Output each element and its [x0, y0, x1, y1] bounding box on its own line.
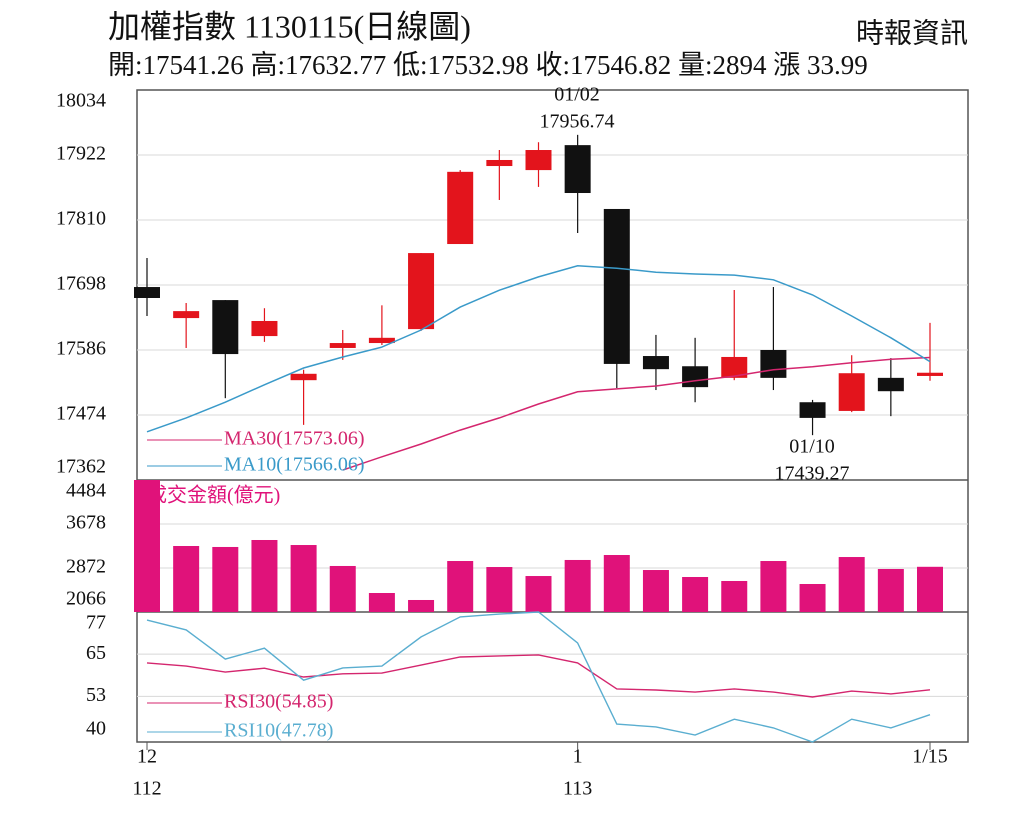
- y-tick-label: 17474: [56, 403, 106, 425]
- x-tick-label: 12: [137, 746, 157, 768]
- candle-body: [682, 366, 709, 388]
- y-tick-label: 53: [86, 684, 106, 706]
- bar: [564, 559, 591, 612]
- x-tick-label: 1: [573, 746, 583, 768]
- candle-body: [329, 343, 356, 348]
- y-tick-label: 3678: [66, 512, 106, 534]
- ma-line: [146, 265, 931, 433]
- bar: [486, 567, 513, 612]
- y-tick-label: 17698: [56, 273, 106, 295]
- panel-title: 成交金額(億元): [147, 484, 280, 507]
- candle-body: [760, 350, 787, 378]
- bar: [251, 539, 278, 612]
- bar: [447, 561, 474, 612]
- y-tick-label: 17362: [56, 456, 106, 478]
- bar: [642, 570, 669, 612]
- x-tick-sublabel: 112: [132, 778, 161, 800]
- bar: [408, 599, 435, 612]
- rsi-line: [146, 611, 931, 743]
- y-tick-label: 2872: [66, 556, 106, 578]
- y-tick-label: 17810: [56, 208, 106, 230]
- plot-frame: [136, 89, 969, 743]
- legend-label: RSI30(54.85): [224, 691, 333, 713]
- y-tick-label: 77: [86, 612, 106, 634]
- candle-body: [173, 311, 200, 319]
- info-line: 開:17541.26 高:17632.77 低:17532.98 收:17546…: [108, 50, 868, 80]
- candle-body: [917, 372, 943, 376]
- y-tick-label: 17586: [56, 338, 106, 360]
- bar: [603, 555, 630, 612]
- candle-body: [877, 377, 904, 392]
- chart-title: 加權指數 1130115(日線圖): [108, 8, 471, 44]
- legend-label: MA30(17573.06): [224, 428, 365, 450]
- bar: [368, 593, 395, 612]
- bar: [173, 546, 200, 612]
- candle-body: [603, 208, 630, 364]
- y-tick-label: 2066: [66, 588, 106, 610]
- candle-body: [408, 253, 435, 330]
- annotation: 17956.74: [540, 111, 615, 133]
- y-tick-label: 65: [86, 642, 106, 664]
- annotation: 17439.27: [775, 463, 850, 485]
- legend-label: MA10(17566.06): [224, 454, 365, 476]
- legend-label: RSI10(47.78): [224, 720, 333, 742]
- candle-body: [642, 356, 669, 370]
- bar: [329, 565, 356, 612]
- candle-body: [564, 145, 591, 194]
- y-tick-label: 4484: [66, 480, 106, 502]
- bar: [877, 568, 904, 612]
- x-tick-label: 1/15: [912, 746, 948, 768]
- bar: [799, 583, 826, 612]
- candle-body: [486, 159, 513, 167]
- x-tick-sublabel: 113: [563, 778, 592, 800]
- candle-body: [799, 402, 826, 418]
- bar: [760, 561, 787, 612]
- candle-body: [838, 373, 865, 411]
- bar: [134, 480, 160, 612]
- bar: [682, 577, 709, 612]
- candle-body: [212, 300, 239, 355]
- candle-body: [721, 356, 748, 378]
- bar: [290, 545, 317, 612]
- annotation: 01/10: [789, 436, 835, 458]
- candle-body: [251, 320, 278, 337]
- bar: [838, 557, 865, 612]
- ma-line: [342, 356, 931, 471]
- y-tick-label: 17922: [56, 143, 106, 165]
- bar: [917, 566, 943, 612]
- candle-body: [447, 171, 474, 245]
- candle-body: [290, 373, 317, 381]
- bar: [212, 546, 239, 612]
- bar: [721, 580, 748, 612]
- candle-body: [525, 150, 552, 171]
- source: 時報資訊: [856, 17, 968, 49]
- rsi-line: [146, 654, 931, 698]
- candle-body: [134, 287, 160, 298]
- y-tick-label: 18034: [56, 90, 106, 112]
- annotation: 01/02: [554, 84, 600, 106]
- bar: [525, 576, 552, 612]
- y-tick-label: 40: [86, 718, 106, 740]
- candle-body: [368, 337, 395, 344]
